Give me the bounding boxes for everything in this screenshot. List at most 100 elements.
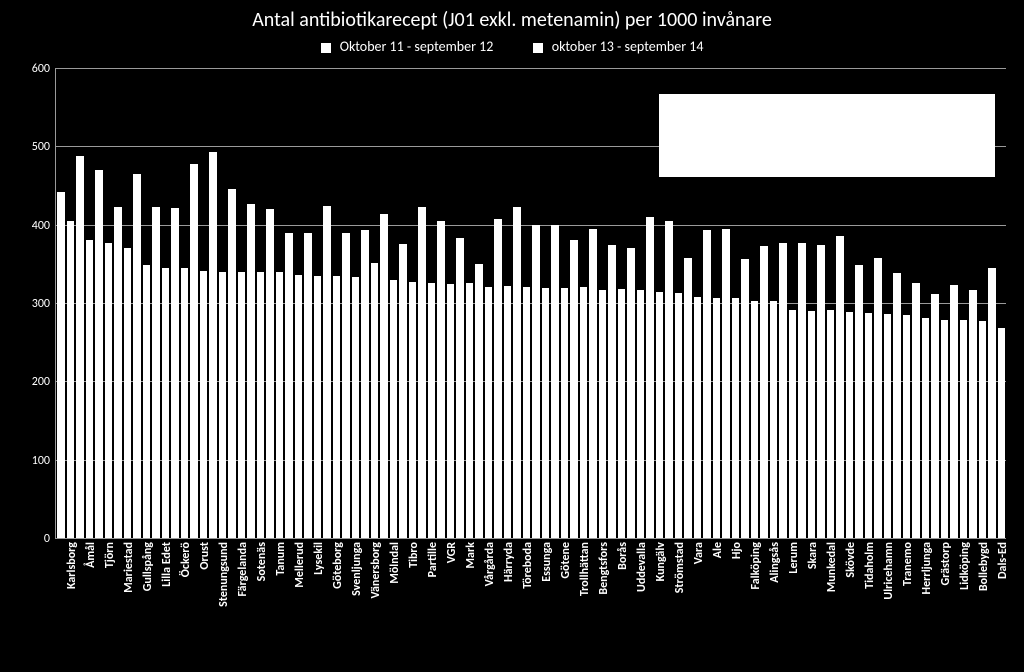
x-axis-labels: KarlsborgÅmålTjörnMariestadGullspångLill… [55, 540, 1005, 670]
bar-series-1 [703, 230, 711, 538]
bar-series-2 [504, 286, 512, 538]
chart: Antal antibiotikarecept (J01 exkl. meten… [0, 0, 1024, 672]
gridline: 0 [56, 538, 1006, 539]
bar-series-2 [561, 288, 569, 538]
bar-group [151, 68, 170, 538]
x-tick: Hjo [720, 540, 739, 670]
bar-series-1 [798, 243, 806, 538]
bar-series-1 [950, 285, 958, 538]
x-tick: Svenljunga [340, 540, 359, 670]
bar-group [379, 68, 398, 538]
bar-series-2 [770, 301, 778, 538]
bar-series-2 [371, 263, 379, 538]
bar-series-2 [314, 276, 322, 538]
bar-group [626, 68, 645, 538]
x-tick-label: Dals-Ed [996, 542, 1010, 579]
bar-series-2 [181, 268, 189, 538]
x-tick: Trollhättan [568, 540, 587, 670]
bar-series-1 [855, 265, 863, 538]
y-tick-label: 300 [32, 297, 56, 311]
bar-series-1 [817, 245, 825, 538]
bar-series-1 [513, 207, 521, 538]
bar-series-2 [751, 301, 759, 538]
bar-series-2 [295, 275, 303, 538]
bar-series-1 [247, 204, 255, 538]
bar-series-1 [589, 229, 597, 538]
x-tick: Lerum [777, 540, 796, 670]
x-tick: Skövde [834, 540, 853, 670]
x-tick: Tidaholm [853, 540, 872, 670]
x-tick: Ale [701, 540, 720, 670]
x-tick: Åmål [74, 540, 93, 670]
bar-series-2 [618, 289, 626, 538]
x-tick: Herrljunga [910, 540, 929, 670]
x-tick: Mölndal [378, 540, 397, 670]
x-tick: Sotenäs [245, 540, 264, 670]
bar-series-2 [219, 272, 227, 538]
bar-series-2 [276, 272, 284, 538]
bar-series-2 [808, 311, 816, 538]
bar-series-1 [456, 238, 464, 538]
legend-item-0: Oktober 11 - september 12 [321, 38, 494, 55]
bar-group [588, 68, 607, 538]
bar-series-1 [760, 246, 768, 538]
bar-series-2 [694, 297, 702, 538]
bar-group [113, 68, 132, 538]
bar-series-2 [485, 287, 493, 538]
bar-series-1 [399, 244, 407, 538]
bar-series-1 [190, 164, 198, 538]
bar-group [436, 68, 455, 538]
bar-series-1 [646, 217, 654, 538]
bar-series-2 [846, 312, 854, 538]
bar-series-2 [523, 287, 531, 538]
x-tick: Töreboda [511, 540, 530, 670]
bar-series-2 [998, 328, 1006, 538]
y-tick-label: 500 [32, 140, 56, 154]
bar-series-1 [551, 225, 559, 538]
bar-series-2 [656, 292, 664, 538]
x-tick: Grästorp [929, 540, 948, 670]
y-tick-label: 200 [32, 375, 56, 389]
x-tick: Vara [682, 540, 701, 670]
bar-series-2 [542, 288, 550, 538]
bar-series-2 [352, 277, 360, 538]
x-tick: Alingsås [758, 540, 777, 670]
x-tick: VGR [435, 540, 454, 670]
bar-series-2 [941, 320, 949, 538]
bar-series-1 [285, 233, 293, 539]
bar-group [75, 68, 94, 538]
bar-series-1 [494, 219, 502, 538]
bar-group [569, 68, 588, 538]
bar-series-2 [466, 283, 474, 538]
x-tick: Kungälv [644, 540, 663, 670]
bar-series-2 [105, 243, 113, 538]
bar-series-1 [475, 264, 483, 538]
bar-group [341, 68, 360, 538]
bar-series-2 [903, 315, 911, 538]
bar-group [550, 68, 569, 538]
x-tick: Tibro [397, 540, 416, 670]
x-tick: Strömstad [663, 540, 682, 670]
bar-group [398, 68, 417, 538]
x-tick: Götene [549, 540, 568, 670]
x-tick: Bollebygd [967, 540, 986, 670]
bar-series-1 [741, 259, 749, 538]
x-tick: Mariestad [112, 540, 131, 670]
x-tick: Vänersborg [359, 540, 378, 670]
x-tick: Färgelanda [226, 540, 245, 670]
x-tick: Orust [188, 540, 207, 670]
legend-item-1: oktober 13 - september 14 [533, 38, 704, 55]
x-tick: Skara [796, 540, 815, 670]
x-tick: Göteborg [321, 540, 340, 670]
bar-series-1 [342, 233, 350, 539]
bar-series-1 [57, 192, 65, 538]
x-tick: Essunga [530, 540, 549, 670]
bar-series-2 [447, 284, 455, 538]
bar-series-1 [114, 207, 122, 538]
bar-series-1 [779, 243, 787, 538]
bar-group [265, 68, 284, 538]
x-tick: Munkedal [815, 540, 834, 670]
bar-series-1 [437, 221, 445, 538]
bar-group [417, 68, 436, 538]
bar-series-2 [238, 272, 246, 538]
